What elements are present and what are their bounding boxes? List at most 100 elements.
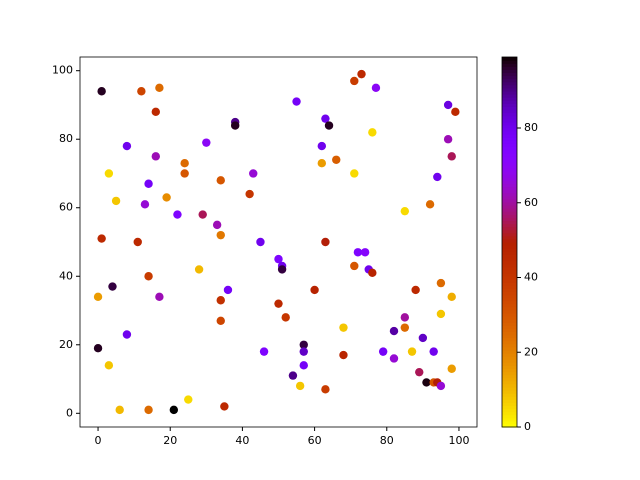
point — [202, 138, 211, 147]
colorbar-segment — [502, 186, 517, 191]
x-tick-label: 80 — [380, 434, 394, 447]
point — [111, 196, 121, 206]
point — [212, 220, 222, 230]
colorbar-segment — [502, 402, 517, 407]
colorbar-segment — [502, 300, 517, 305]
colorbar-segment — [502, 319, 517, 323]
point — [400, 323, 410, 332]
point — [169, 405, 179, 415]
colorbar-segment — [502, 405, 517, 410]
colorbar-segment — [502, 371, 517, 376]
point — [274, 254, 283, 264]
colorbar-segment — [502, 121, 517, 126]
colorbar-segment — [502, 306, 517, 311]
point — [97, 234, 106, 243]
y-tick-label: 80 — [59, 132, 73, 145]
point — [115, 405, 124, 415]
point — [97, 87, 106, 96]
point — [155, 292, 164, 302]
colorbar-segment — [502, 149, 517, 154]
point — [104, 361, 114, 370]
point — [447, 364, 456, 373]
point — [429, 347, 438, 356]
point — [378, 347, 388, 356]
point — [259, 347, 269, 356]
colorbar-segment — [502, 356, 517, 360]
point — [155, 83, 164, 93]
colorbar-segment — [502, 229, 517, 234]
point — [350, 169, 359, 178]
colorbar-segment — [502, 393, 517, 397]
colorbar-segment — [502, 94, 517, 98]
x-tick-label: 100 — [448, 434, 469, 447]
colorbar-segment — [502, 309, 517, 314]
colorbar-segment — [502, 411, 517, 416]
point — [443, 135, 453, 144]
point — [436, 309, 446, 319]
colorbar-segment — [502, 343, 517, 348]
point — [173, 210, 182, 219]
colorbar-segment — [502, 137, 517, 141]
point — [140, 200, 150, 209]
colorbar-segment — [502, 285, 517, 289]
point — [93, 344, 103, 353]
colorbar-segment — [502, 192, 517, 197]
point — [317, 159, 327, 168]
colorbar-segment — [502, 75, 517, 80]
point — [216, 316, 225, 325]
point — [368, 128, 377, 137]
point — [216, 176, 225, 185]
point — [400, 206, 410, 216]
x-tick-label: 0 — [95, 434, 102, 447]
colorbar-segment — [502, 220, 517, 225]
colorbar-segment — [502, 134, 517, 138]
point — [415, 367, 424, 377]
y-tick-label: 20 — [59, 338, 73, 351]
colorbar-segment — [502, 408, 517, 413]
colorbar-segment — [502, 63, 517, 67]
colorbar-segment — [502, 226, 517, 231]
colorbar-segment — [502, 346, 517, 351]
point — [281, 313, 290, 322]
point — [184, 395, 193, 404]
colorbar-segment — [502, 183, 517, 188]
colorbar-segment — [502, 78, 517, 83]
colorbar-segment — [502, 297, 517, 302]
colorbar-segment — [502, 66, 517, 70]
point — [299, 347, 308, 356]
point — [443, 100, 453, 110]
colorbar-segment — [502, 140, 517, 144]
colorbar-segment — [502, 386, 517, 391]
point — [292, 97, 301, 106]
point — [360, 248, 370, 257]
colorbar-segment — [502, 208, 517, 212]
colorbar-segment — [502, 359, 517, 363]
point — [137, 87, 146, 96]
colorbar-segment — [502, 106, 517, 111]
colorbar-segment — [502, 396, 517, 400]
colorbar-segment — [502, 158, 517, 163]
colorbar-segment — [502, 294, 517, 299]
colorbar-tick-label: 40 — [524, 271, 538, 284]
colorbar-tick-label: 0 — [524, 420, 531, 433]
colorbar-segment — [502, 90, 517, 95]
point — [198, 210, 207, 219]
point — [350, 76, 359, 86]
colorbar-segment — [502, 143, 517, 148]
colorbar-segment — [502, 131, 517, 135]
colorbar-segment — [502, 180, 517, 185]
point — [299, 361, 308, 370]
colorbar-segment — [502, 232, 517, 237]
point — [411, 285, 420, 295]
colorbar-segment — [502, 257, 517, 262]
point — [180, 169, 189, 178]
point — [339, 323, 348, 332]
point — [151, 107, 160, 117]
point — [310, 285, 319, 295]
point — [339, 350, 348, 360]
colorbar-segment — [502, 260, 517, 265]
point — [288, 371, 298, 380]
colorbar-segment — [502, 322, 517, 326]
point — [447, 152, 456, 161]
point — [295, 381, 305, 391]
